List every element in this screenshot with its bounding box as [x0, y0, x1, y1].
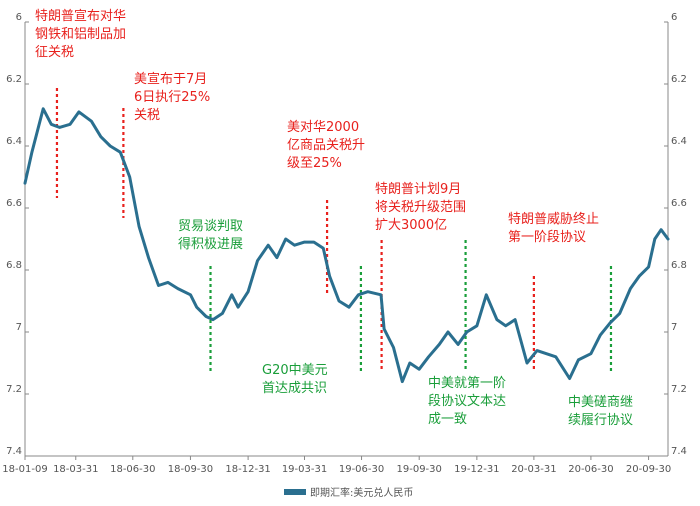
- y-tick-label-right: 6.4: [671, 136, 687, 147]
- annotation-line: 首达成共识: [262, 381, 327, 396]
- annotation-a2: 美宣布于7月 6日执行25% 关税: [134, 71, 210, 123]
- x-tick-label: 20-06-30: [568, 464, 613, 475]
- x-tick-label: 19-12-31: [454, 464, 499, 475]
- annotation-line: 级至25%: [287, 156, 342, 171]
- annotation-line: 扩大3000亿: [375, 218, 447, 233]
- series-layer: [23, 107, 670, 384]
- x-tick-label: 18-06-30: [110, 464, 155, 475]
- annotation-line: 将关税升级范围: [375, 200, 466, 215]
- legend: 即期汇率:美元兑人民币: [284, 486, 413, 499]
- annotation-line: 中美磋商继: [568, 395, 633, 410]
- y-tick-label-left: 6.6: [6, 198, 22, 209]
- y-tick-label-left: 6.4: [6, 136, 22, 147]
- y-tick-label-right: 7.4: [671, 446, 687, 457]
- annotation-line: 段协议文本达: [428, 394, 506, 409]
- y-tick-label-left: 6.2: [6, 74, 22, 85]
- annotation-line: 6日执行25%: [134, 90, 210, 105]
- annotation-line: 特朗普威胁终止: [508, 211, 599, 227]
- x-tick-label: 18-09-30: [168, 464, 213, 475]
- y-tick-label-left: 7: [16, 322, 22, 333]
- y-tick-label-left: 7.4: [6, 446, 22, 457]
- annotation-line: 第一阶段协议: [508, 230, 586, 245]
- annotation-a5: 特朗普威胁终止第一阶段协议: [508, 211, 599, 245]
- y-tick-label-left: 6: [16, 12, 22, 23]
- annotation-g2: G20中美元首达成共识: [262, 363, 328, 396]
- annotation-line: G20中美元: [262, 363, 328, 378]
- x-tick-label: 18-12-31: [225, 464, 270, 475]
- x-tick-label: 20-03-31: [511, 464, 556, 475]
- annotation-a3: 美对华2000 亿商品关税升级至25%: [287, 120, 365, 171]
- axes: 6 6 6.2 6.2 6.4 6.4 6.6 6.6 6.8 6.8 7 7 7.2 7.2 7.4 7.4…: [2, 12, 687, 475]
- annotation-a1: 特朗普宣布对华钢铁和铝制品加征关税: [35, 8, 126, 60]
- y-tick-label-right: 6.6: [671, 198, 687, 209]
- x-tick-label: 18-01-09: [2, 464, 47, 475]
- y-tick-label-right: 7: [671, 322, 677, 333]
- annotation-line: 钢铁和铝制品加: [35, 27, 126, 42]
- annotation-line: 成一致: [428, 412, 467, 427]
- series-line: [23, 107, 670, 384]
- annotation-line: 中美就第一阶: [428, 376, 506, 391]
- annotation-line: 特朗普宣布对华: [35, 8, 126, 24]
- annotation-line: 美对华2000: [287, 120, 359, 135]
- annotation-g4: 中美磋商继续履行协议: [568, 395, 633, 428]
- annotation-line: 得积极进展: [178, 236, 243, 252]
- y-tick-label-left: 7.2: [6, 384, 22, 395]
- x-tick-label: 19-09-30: [397, 464, 442, 475]
- annotation-a4: 特朗普计划9月将关税升级范围扩大3000亿: [375, 182, 466, 233]
- annotation-line: 特朗普计划9月: [375, 182, 461, 197]
- annotation-line: 贸易谈判取: [178, 219, 243, 234]
- y-tick-label-right: 6: [671, 12, 677, 23]
- annotation-line: 关税: [134, 108, 160, 123]
- y-tick-label-right: 7.2: [671, 384, 687, 395]
- annotation-line: 续履行协议: [568, 413, 633, 428]
- annotation-g1: 贸易谈判取得积极进展: [178, 219, 243, 252]
- annotation-g3: 中美就第一阶段协议文本达成一致: [428, 376, 506, 427]
- y-tick-label-left: 6.8: [6, 260, 22, 271]
- annotation-line: 美宣布于7月: [134, 71, 207, 87]
- legend-swatch: [284, 489, 306, 495]
- y-tick-label-right: 6.8: [671, 260, 687, 271]
- annotation-line: 征关税: [35, 45, 74, 60]
- y-tick-label-right: 6.2: [671, 74, 687, 85]
- x-tick-label: 19-06-30: [339, 464, 384, 475]
- x-tick-label: 18-03-31: [53, 464, 98, 475]
- annotation-line: 亿商品关税升: [287, 138, 365, 153]
- legend-label: 即期汇率:美元兑人民币: [310, 486, 413, 499]
- x-tick-label: 19-03-31: [282, 464, 327, 475]
- x-tick-label: 20-09-30: [626, 464, 671, 475]
